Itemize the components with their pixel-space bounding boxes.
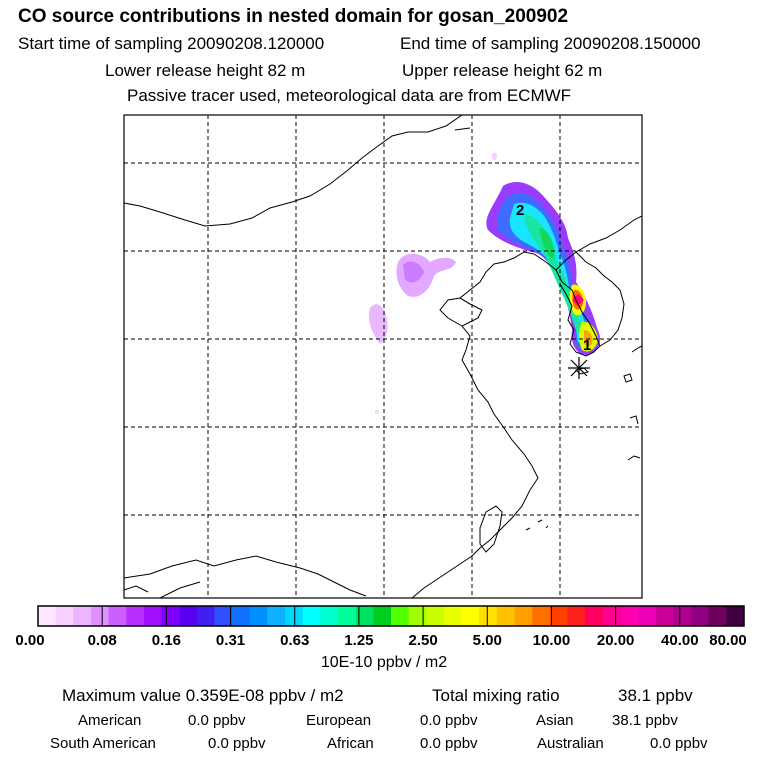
colorbar-frame (37, 605, 745, 627)
colorbar-swatch (232, 606, 251, 626)
colorbar-swatch (373, 606, 392, 626)
colorbar-swatch (479, 606, 498, 626)
colorbar-swatch (196, 606, 215, 626)
colorbar-swatch (179, 606, 198, 626)
colorbar-swatch (620, 606, 639, 626)
lower-release-label: Lower release height 82 m (105, 61, 306, 80)
colorbar-swatch (302, 606, 321, 626)
colorbar-swatch (391, 606, 410, 626)
colorbar-swatch (108, 606, 127, 626)
colorbar-swatch (585, 606, 604, 626)
coastlines (124, 115, 642, 598)
grid-lines (124, 115, 642, 598)
colorbar-swatch (655, 606, 674, 626)
colorbar-swatch (567, 606, 586, 626)
region-african-value: 0.0 ppbv (420, 735, 478, 752)
colorbar-swatch (708, 606, 727, 626)
colorbar-tick-label: 2.50 (408, 632, 438, 649)
region-south-american-name: South American (50, 735, 156, 752)
colorbar-swatch (338, 606, 357, 626)
colorbar-swatch (320, 606, 339, 626)
colorbar-swatch (55, 606, 74, 626)
colorbar-swatch (461, 606, 480, 626)
colorbar-swatch (214, 606, 233, 626)
colorbar-tick-label: 80.00 (709, 632, 747, 649)
colorbar-swatch (126, 606, 145, 626)
colorbar-swatch (73, 606, 92, 626)
colorbar-tick-label: 0.63 (280, 632, 310, 649)
colorbar-unit: 10E-10 ppbv / m2 (320, 654, 448, 671)
colorbar-swatch (514, 606, 533, 626)
total-mixing-label: Total mixing ratio (432, 686, 560, 705)
colorbar-swatch (602, 606, 621, 626)
colorbar-swatch (408, 606, 427, 626)
colorbar-swatch (691, 606, 710, 626)
source-marker-1: 1 (583, 337, 591, 354)
colorbar-swatch (249, 606, 268, 626)
colorbar-tick-label: 20.00 (596, 632, 635, 649)
colorbar-swatch (143, 606, 163, 626)
colorbar-tick-label: 40.00 (661, 632, 699, 649)
region-european-name: European (306, 712, 372, 729)
plume-main (486, 182, 601, 356)
asterisk-icon (568, 357, 590, 379)
colorbar-swatch (726, 606, 745, 626)
colorbar-swatch (673, 606, 692, 626)
region-south-american-value: 0.0 ppbv (208, 735, 266, 752)
colorbar-tick-label: 1.25 (344, 632, 374, 649)
start-time-label: Start time of sampling 20090208.120000 (18, 34, 325, 53)
colorbar-swatch (38, 606, 57, 626)
region-asian-name: Asian (536, 712, 574, 729)
region-american-value: 0.0 ppbv (188, 712, 246, 729)
colorbar-swatch (90, 606, 110, 626)
source-marker-2: 2 (516, 202, 524, 219)
map-title: CO source contributions in nested domain… (18, 6, 569, 27)
map-frame (123, 114, 643, 599)
colorbar-tick-label: 0.16 (151, 632, 181, 649)
colorbar-swatch (285, 606, 304, 626)
colorbar-tick-label: 0.31 (215, 632, 246, 649)
end-time-label: End time of sampling 20090208.150000 (400, 34, 701, 53)
region-australian-value: 0.0 ppbv (650, 735, 708, 752)
colorbar-tick-label: 10.00 (532, 632, 571, 649)
colorbar-swatch (355, 606, 374, 626)
colorbar-swatch (161, 606, 180, 626)
region-australian-name: Australian (537, 735, 604, 752)
colorbar-swatch (638, 606, 657, 626)
total-mixing-value: 38.1 ppbv (618, 686, 693, 705)
colorbar-swatch (443, 606, 463, 626)
colorbar-tick-label: 5.00 (472, 632, 502, 649)
colorbar-swatch (549, 606, 568, 626)
colorbar (37, 605, 745, 627)
upper-release-label: Upper release height 62 m (402, 61, 603, 80)
colorbar-swatch (426, 606, 445, 626)
colorbar-swatch (532, 606, 551, 626)
colorbar-swatch (496, 606, 516, 626)
plume-low (368, 152, 497, 414)
region-american-name: American (78, 712, 142, 729)
colorbar-tick-label: 0.08 (87, 632, 117, 649)
maximum-value: Maximum value 0.359E-08 ppbv / m2 (62, 686, 344, 705)
tracer-note: Passive tracer used, meteorological data… (127, 86, 572, 105)
region-asian-value: 38.1 ppbv (612, 712, 678, 729)
region-european-value: 0.0 ppbv (420, 712, 478, 729)
colorbar-tick-label: 0.00 (15, 632, 45, 649)
region-african-name: African (327, 735, 374, 752)
colorbar-swatch (267, 606, 286, 626)
